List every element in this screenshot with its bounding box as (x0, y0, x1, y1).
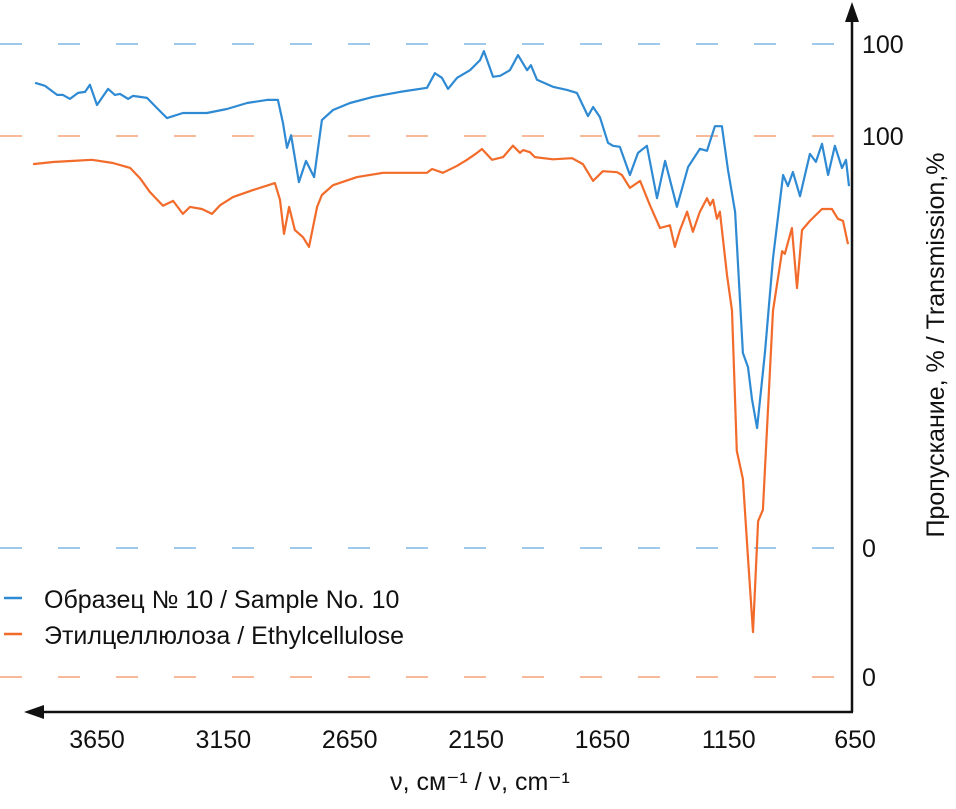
x-tick-label: 2650 (322, 726, 378, 754)
x-tick-label: 650 (834, 726, 876, 754)
y-tick-label: 0 (862, 535, 876, 563)
x-axis-label: ν, см⁻¹ / ν, cm⁻¹ (390, 768, 570, 796)
reference-lines (0, 43, 850, 678)
series-group (32, 50, 851, 634)
y-tick-label: 100 (862, 123, 904, 151)
x-axis-arrow-icon (24, 705, 44, 719)
series-line-sample-10 (34, 50, 851, 430)
y-tick-label: 0 (862, 664, 876, 692)
x-tick-labels: 3650 3150 2650 2150 1650 1150 650 (69, 726, 876, 754)
x-tick-label: 1150 (702, 726, 756, 754)
x-tick-label: 3150 (196, 726, 252, 754)
x-tick-label: 1650 (575, 726, 631, 754)
series-line-ethylcellulose (32, 144, 850, 634)
legend-label: Образец № 10 / Sample No. 10 (44, 586, 399, 614)
y-axis-arrow-icon (845, 2, 859, 22)
legend-label: Этилцеллюлоза / Ethylcellulose (44, 622, 404, 650)
x-tick-label: 3650 (69, 726, 125, 754)
x-tick-label: 2150 (448, 726, 504, 754)
legend: Образец № 10 / Sample No. 10 Этилцеллюлоз… (4, 586, 404, 650)
y-axis-label: Пропускание, % / Transmission,% (922, 153, 950, 538)
y-tick-label: 100 (862, 31, 904, 59)
y-tick-labels: 0 100 0 100 (862, 31, 904, 692)
